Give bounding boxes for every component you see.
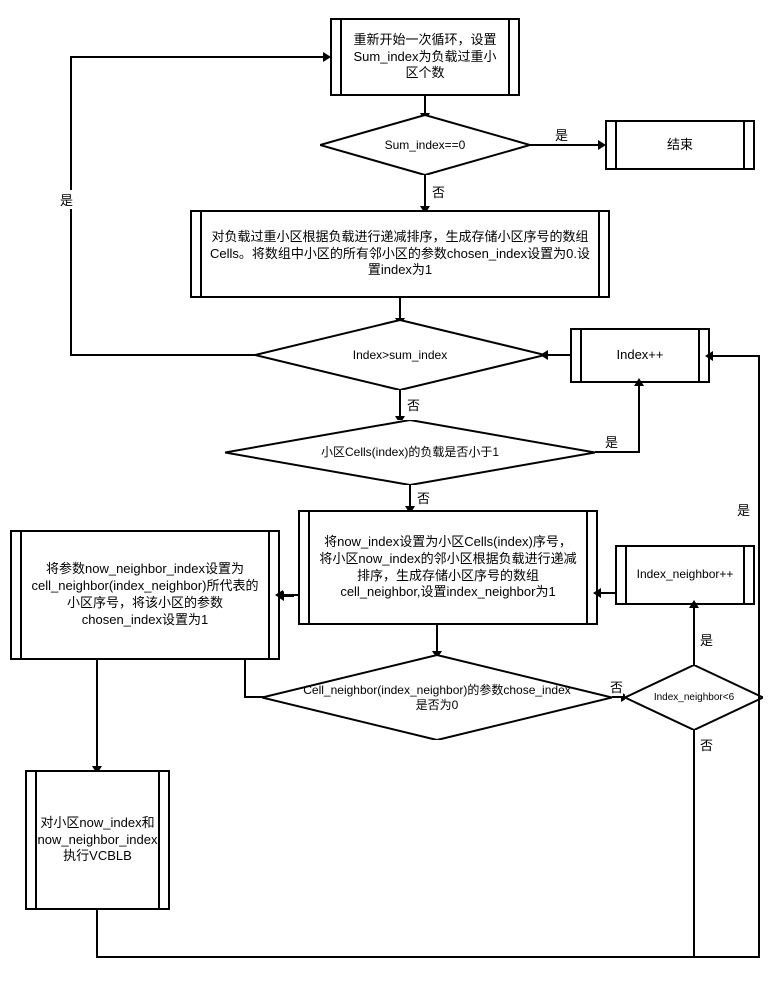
decision-text: 小区Cells(index)的负载是否小于1 xyxy=(225,420,595,485)
process-set-now-index: 将now_index设置为小区Cells(index)序号，将小区now_ind… xyxy=(298,510,598,625)
edge xyxy=(710,355,760,357)
process-restart-loop: 重新开始一次循环，设置Sum_index为负载过重小区个数 xyxy=(330,18,520,96)
edge xyxy=(638,383,640,453)
arrow-head xyxy=(593,588,601,598)
edge xyxy=(530,144,600,146)
process-sort-cells: 对负载过重小区根据负载进行递减排序，生成存储小区序号的数组Cells。将数组中小… xyxy=(190,210,610,298)
edge xyxy=(70,354,257,356)
process-set-neighbor-index: 将参数now_neighbor_index设置为cell_neighbor(in… xyxy=(10,530,280,660)
decision-sum-index-zero: Sum_index==0 xyxy=(320,115,530,175)
process-end: 结束 xyxy=(605,120,755,170)
edge xyxy=(693,605,695,665)
process-text: 将now_index设置为小区Cells(index)序号，将小区now_ind… xyxy=(308,534,588,602)
process-vcblb: 对小区now_index和now_neighbor_index执行VCBLB xyxy=(25,770,170,910)
decision-text: Sum_index==0 xyxy=(320,115,530,175)
arrow-head xyxy=(323,52,331,62)
arrow-head xyxy=(275,590,283,600)
process-text: 对负载过重小区根据负载进行递减排序，生成存储小区序号的数组Cells。将数组中小… xyxy=(200,229,600,280)
edge xyxy=(693,730,695,958)
process-text: 将参数now_neighbor_index设置为cell_neighbor(in… xyxy=(20,561,270,629)
arrow-head xyxy=(705,351,713,361)
label-yes: 是 xyxy=(737,500,750,519)
edge xyxy=(693,956,760,958)
label-yes: 是 xyxy=(605,432,618,451)
process-text: Index++ xyxy=(607,347,674,364)
label-no: 否 xyxy=(407,395,420,414)
edge xyxy=(595,451,640,453)
label-yes: 是 xyxy=(555,125,568,144)
edge xyxy=(424,175,426,210)
decision-text: Index>sum_index xyxy=(255,320,545,390)
decision-chose-index-zero: Cell_neighbor(index_neighbor)的参数chose_in… xyxy=(262,655,612,740)
decision-index-gt-sum: Index>sum_index xyxy=(255,320,545,390)
edge xyxy=(545,354,570,356)
arrow-head xyxy=(689,600,699,608)
label-no: 否 xyxy=(610,677,623,696)
edge xyxy=(70,56,325,58)
process-neighbor-increment: Index_neighbor++ xyxy=(615,545,755,605)
process-index-increment: Index++ xyxy=(570,328,710,383)
label-no: 否 xyxy=(700,735,713,754)
process-text: 重新开始一次循环，设置Sum_index为负载过重小区个数 xyxy=(340,32,510,83)
process-text: 结束 xyxy=(657,137,703,154)
edge xyxy=(758,355,760,958)
label-yes: 是 xyxy=(700,630,713,649)
edge xyxy=(244,696,264,698)
label-yes: 是 xyxy=(60,190,73,209)
arrow-head xyxy=(540,350,548,360)
process-text: 对小区now_index和now_neighbor_index执行VCBLB xyxy=(28,815,168,866)
edge xyxy=(96,660,98,770)
edge xyxy=(96,956,695,958)
decision-text: Index_neighbor<6 xyxy=(625,665,763,730)
decision-neighbor-lt-6: Index_neighbor<6 xyxy=(625,665,763,730)
edge xyxy=(96,910,98,958)
label-no: 否 xyxy=(417,488,430,507)
decision-text: Cell_neighbor(index_neighbor)的参数chose_in… xyxy=(262,655,612,740)
process-text: Index_neighbor++ xyxy=(627,567,744,583)
decision-load-lt-1: 小区Cells(index)的负载是否小于1 xyxy=(225,420,595,485)
arrow-head xyxy=(634,378,644,386)
label-no: 否 xyxy=(432,182,445,201)
edge xyxy=(399,298,401,320)
